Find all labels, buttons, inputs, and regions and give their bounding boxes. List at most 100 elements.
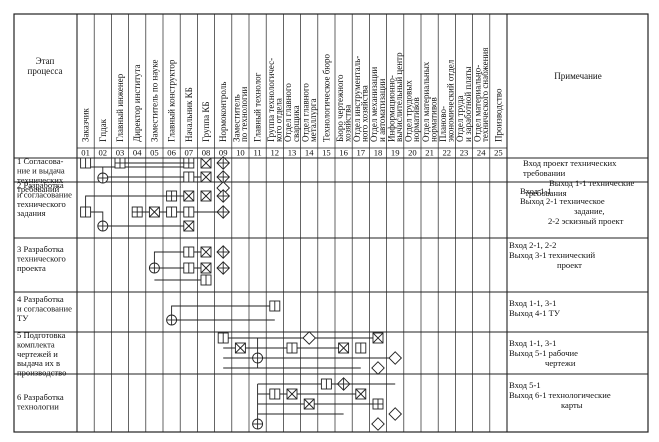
column-header-label: Заместитель по науке [149, 59, 159, 142]
note-label: Вход 1-1, 3-1 [509, 298, 556, 308]
column-number: 16 [339, 147, 348, 157]
note-label: карты [561, 400, 583, 410]
column-header-label: и заработной платы [463, 67, 473, 142]
stage-header: процесса [28, 66, 63, 76]
column-header-label: по технологии [239, 86, 249, 142]
square-mark [200, 274, 212, 286]
square-mark [183, 206, 195, 218]
stage-label: ние и выдача [17, 165, 65, 175]
note-label: Вход 2-1, 2-2 [509, 240, 556, 250]
note-label: Выход 5-1 рабочие [509, 348, 578, 358]
note-label: Вход 1-1, 3-1 [509, 338, 556, 348]
note-label: проект [557, 260, 582, 270]
stage-label: требований [17, 184, 60, 194]
column-number: 17 [357, 147, 366, 157]
stage-label: и согласование [17, 303, 72, 313]
note-label: Вход проект технических [523, 158, 617, 168]
column-header-label: Главный технолог [253, 72, 263, 142]
column-header-label: Отдел механизации [369, 67, 379, 142]
circle-plus-mark [252, 418, 264, 430]
square-x-mark [183, 220, 195, 232]
note-label: 2-2 эскизный проект [548, 216, 624, 226]
column-header-label: сварщика [291, 105, 301, 142]
column-number: 04 [133, 147, 142, 157]
diamond-plus-mark [216, 189, 231, 203]
square-mark [355, 342, 367, 354]
stage-label: задания [17, 208, 46, 218]
column-number: 13 [288, 147, 297, 157]
circle-plus-mark [97, 172, 109, 184]
note-label: Выход 1-1 технические [549, 178, 635, 188]
square-mark [217, 332, 229, 344]
square-x-mark [200, 246, 212, 258]
column-number: 19 [391, 147, 400, 157]
column-number: 15 [322, 147, 331, 157]
circle-plus-mark [166, 314, 178, 326]
note-label: чертежи [545, 358, 576, 368]
column-number: 20 [408, 147, 417, 157]
stage-label: выдача их в [17, 358, 60, 368]
column-header-label: Производство [493, 88, 503, 142]
diamond-plus-mark [216, 156, 231, 170]
square-mark [320, 378, 332, 390]
circle-plus-mark [252, 352, 264, 364]
note-label: Выход 2-1 техническое [520, 196, 605, 206]
stage-label: комплекта [17, 339, 55, 349]
square-plus-mark [183, 157, 195, 169]
stage-label: производство [17, 368, 66, 378]
diamond-plus-mark [216, 245, 231, 259]
flow-line [85, 211, 189, 227]
diamond-plus-mark [216, 261, 231, 275]
note-label: требования [525, 188, 567, 198]
square-mark [80, 157, 92, 169]
column-header-label: Гпдак [98, 118, 108, 142]
column-header-label: Отдел материальных [421, 61, 431, 142]
column-header-label: Главный конструктор [167, 59, 177, 142]
column-number: 14 [305, 147, 314, 157]
column-header-label: и автоматизации [377, 78, 387, 142]
column-header-label: Директор института [132, 64, 142, 142]
note-label: Выход 6-1 технологические [509, 390, 611, 400]
column-number: 05 [150, 147, 159, 157]
diamond-plus-mark [336, 377, 351, 391]
square-mark [80, 206, 92, 218]
column-number: 24 [477, 147, 486, 157]
column-header-label: кого отдела [274, 98, 284, 142]
diamond-plus-mark [216, 170, 231, 184]
column-number: 07 [185, 147, 194, 157]
stage-label: 4 Разработка [17, 294, 64, 304]
table-frame [13, 13, 649, 433]
square-x-mark [372, 332, 384, 344]
column-header-label: Нормоконтроль [218, 82, 228, 142]
square-x-mark [303, 398, 315, 410]
stage-label: технологии [17, 401, 59, 411]
column-number: 11 [253, 147, 261, 157]
stage-label: 1 Согласова- [17, 156, 64, 166]
flow-line [171, 305, 275, 320]
column-header-label: Отдел главного [300, 83, 310, 142]
column-header-label: Отдел трудовых [404, 80, 414, 142]
stage-label: проекта [17, 263, 46, 273]
square-mark [166, 206, 178, 218]
column-header-label: Группа КБ [201, 101, 211, 142]
column-header-label: хозяйства [342, 105, 352, 142]
column-number: 25 [494, 147, 503, 157]
column-header-label: Заместитель [232, 94, 242, 142]
flow-line [85, 166, 206, 178]
column-number: 23 [460, 147, 469, 157]
note-label: требовании [523, 168, 566, 178]
column-header-label: вычислительный центр [394, 52, 404, 142]
stage-label: 3 Разработка [17, 244, 64, 254]
column-header-label: Технологическое бюро [321, 53, 331, 142]
note-label: Вход 1-1 [520, 186, 552, 196]
note-label: Выход 4-1 ТУ [509, 308, 561, 318]
square-x-mark [148, 206, 160, 218]
square-x-mark [355, 388, 367, 400]
square-plus-mark [166, 190, 178, 202]
square-x-mark [200, 262, 212, 274]
stage-label: и согласование [17, 189, 72, 199]
stage-labels: 1 Согласова-ние и выдачатехническихтребо… [17, 156, 72, 411]
